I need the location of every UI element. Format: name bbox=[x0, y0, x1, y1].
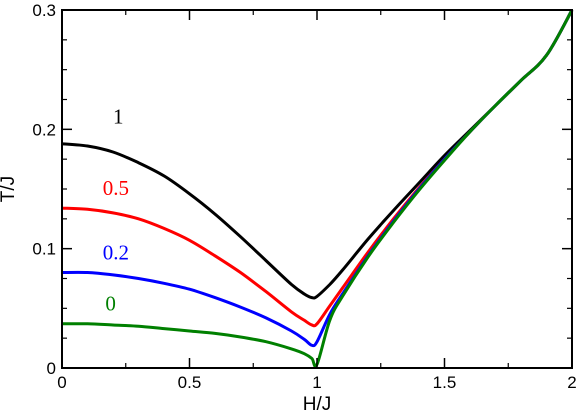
y-tick-label: 0.2 bbox=[32, 120, 56, 139]
y-tick-label: 0.1 bbox=[32, 240, 56, 259]
x-tick-label: 0.5 bbox=[178, 373, 202, 392]
y-axis-title: T/J bbox=[0, 176, 19, 202]
series-label-0.5: 0.5 bbox=[103, 176, 129, 200]
axis-tick-labels: 0 0.5 1 1.5 2 0 0.1 0.2 0.3 bbox=[32, 1, 576, 392]
y-tick-label: 0 bbox=[47, 359, 56, 378]
series-label-1: 1 bbox=[113, 104, 124, 128]
x-tick-label: 1.5 bbox=[433, 373, 457, 392]
x-tick-label: 2 bbox=[567, 373, 576, 392]
series-label-0.2: 0.2 bbox=[103, 240, 129, 264]
x-tick-label: 1 bbox=[312, 373, 321, 392]
x-tick-label: 0 bbox=[57, 373, 66, 392]
plot-border bbox=[61, 9, 573, 369]
y-tick-label: 0.3 bbox=[32, 1, 56, 20]
x-axis-title: H/J bbox=[303, 394, 332, 415]
series-line-1 bbox=[61, 9, 574, 300]
axis-ticks bbox=[61, 9, 573, 369]
series-labels: 1 0.5 0.2 0 bbox=[103, 104, 129, 315]
series-line-0 bbox=[61, 9, 574, 368]
series-curves bbox=[61, 9, 574, 368]
series-label-0: 0 bbox=[105, 292, 116, 316]
plot-frame bbox=[61, 9, 573, 369]
